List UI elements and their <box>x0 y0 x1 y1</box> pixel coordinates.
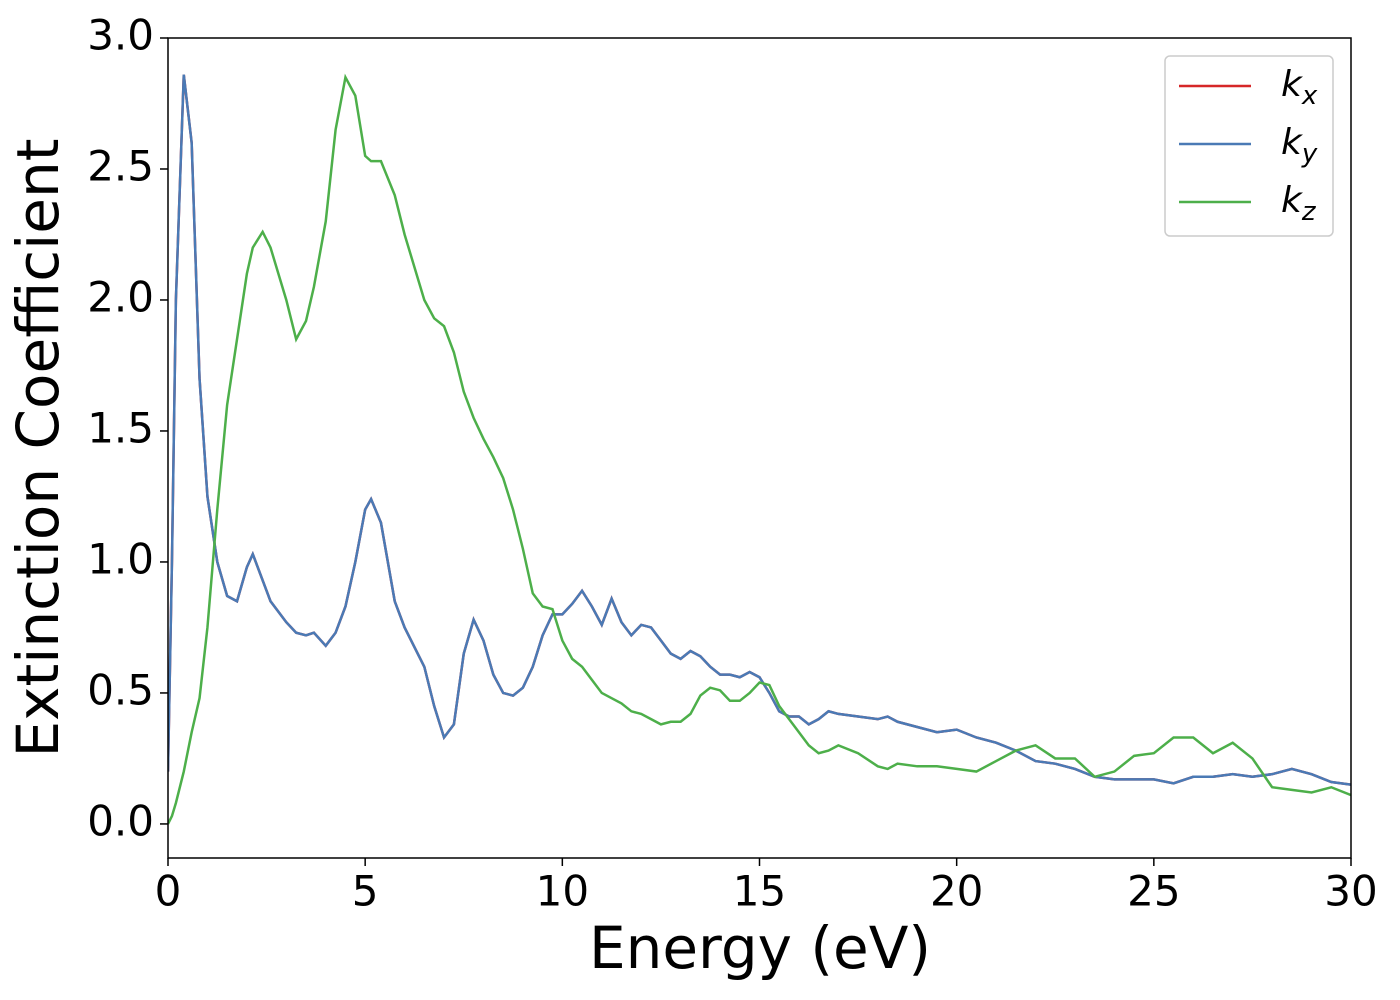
y-tick-label: 0.5 <box>87 665 154 714</box>
y-tick-label: 3.0 <box>87 11 154 60</box>
x-tick-label: 20 <box>930 867 983 916</box>
x-tick-label: 10 <box>536 867 589 916</box>
legend-box <box>1164 55 1334 237</box>
x-tick-label: 15 <box>733 867 786 916</box>
y-tick-label: 2.0 <box>87 272 154 321</box>
x-tick-label: 5 <box>352 867 379 916</box>
x-tick-label: 25 <box>1127 867 1180 916</box>
legend-label: kx <box>1281 64 1318 111</box>
y-tick-label: 1.5 <box>87 403 154 452</box>
y-tick-label: 0.0 <box>87 796 154 845</box>
x-axis-label: Energy (eV) <box>589 914 931 982</box>
y-tick-label: 1.0 <box>87 534 154 583</box>
series-line <box>168 73 1351 825</box>
series-line <box>168 74 1351 786</box>
y-tick-label: 2.5 <box>87 141 154 190</box>
legend-label: ky <box>1281 122 1318 169</box>
legend-label: kz <box>1281 180 1317 227</box>
y-axis-label: Extinction Coefficient <box>4 139 72 758</box>
plot-frame <box>167 37 1352 859</box>
x-tick-label: 30 <box>1324 867 1377 916</box>
x-tick-label: 0 <box>155 867 182 916</box>
